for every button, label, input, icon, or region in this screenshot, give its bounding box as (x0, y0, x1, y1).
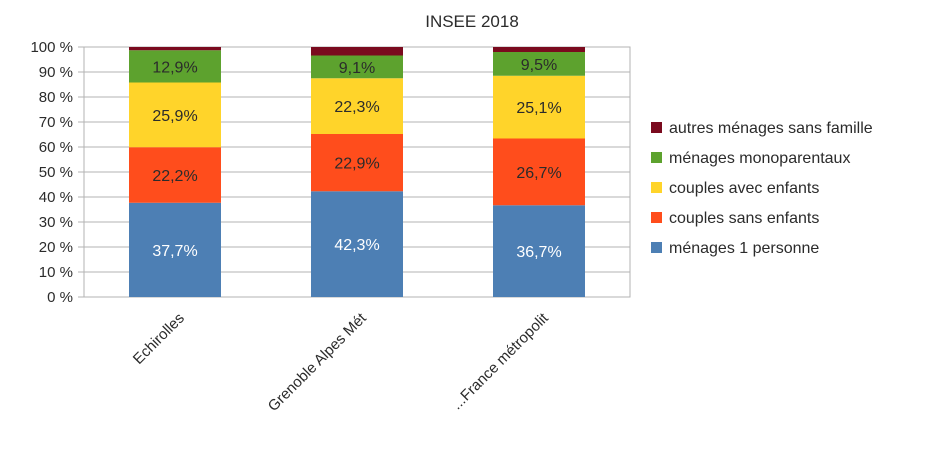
y-tick-label: 40 % (39, 189, 73, 206)
bar-segment (311, 191, 403, 297)
y-tick-label: 0 % (47, 289, 73, 306)
data-label: 25,1% (516, 100, 561, 117)
data-label: 25,9% (152, 108, 197, 125)
bars (129, 47, 585, 297)
bar-segment (311, 78, 403, 134)
legend-label: couples avec enfants (669, 180, 819, 197)
data-label: 42,3% (334, 237, 379, 254)
data-label: 26,7% (516, 165, 561, 182)
y-tick-label: 20 % (39, 239, 73, 256)
data-label: 22,3% (334, 99, 379, 116)
bar-segment (129, 47, 221, 51)
bar-segment (493, 205, 585, 297)
x-tick-label: Echirolles (130, 310, 188, 368)
legend-swatch (651, 122, 662, 133)
legend-swatch (651, 242, 662, 253)
legend: autres ménages sans famille ménages monop… (651, 120, 873, 257)
legend-label: ménages 1 personne (669, 240, 819, 257)
y-tick-label: 10 % (39, 264, 73, 281)
bar-segment (311, 47, 403, 56)
y-tick-label: 80 % (39, 89, 73, 106)
y-tick-label: 100 % (30, 39, 73, 56)
bar-segment (493, 138, 585, 206)
legend-label: autres ménages sans famille (669, 120, 873, 137)
legend-swatch (651, 212, 662, 223)
y-tick-label: 70 % (39, 114, 73, 131)
y-tick-label: 90 % (39, 64, 73, 81)
chart-title: INSEE 2018 (425, 12, 519, 31)
y-tick-label: 50 % (39, 164, 73, 181)
x-tick-label: ...France métropolit (448, 309, 552, 413)
bar-segment (493, 47, 585, 52)
bar-segment (493, 52, 585, 76)
data-label: 37,7% (152, 243, 197, 260)
x-axis: Echirolles Grenoble Alpes Mét ...France mé… (130, 309, 553, 415)
legend-swatch (651, 182, 662, 193)
data-label: 9,5% (521, 57, 557, 74)
bar-segment (129, 50, 221, 83)
bar-segment (311, 134, 403, 192)
data-label: 36,7% (516, 244, 561, 261)
legend-swatch (651, 152, 662, 163)
bar-segment (129, 147, 221, 203)
data-labels: 37,7% 22,2% 25,9% 12,9% 42,3% 22,9% 22,3% 9,1% 3… (152, 57, 561, 261)
data-label: 22,2% (152, 168, 197, 185)
data-label: 9,1% (339, 60, 375, 77)
data-label: 12,9% (152, 59, 197, 76)
data-label: 22,9% (334, 156, 379, 173)
legend-label: couples sans enfants (669, 210, 819, 227)
x-tick-label: Grenoble Alpes Mét (265, 309, 371, 415)
legend-label: ménages monoparentaux (669, 150, 850, 167)
y-tick-label: 30 % (39, 214, 73, 231)
y-tick-label: 60 % (39, 139, 73, 156)
bar-segment (493, 75, 585, 139)
bar-segment (129, 202, 221, 297)
bar-segment (129, 82, 221, 148)
bar-segment (311, 55, 403, 79)
y-axis: 0 % 10 % 20 % 30 % 40 % 50 % 60 % 70 % 80 % 90 % 1… (30, 39, 84, 306)
